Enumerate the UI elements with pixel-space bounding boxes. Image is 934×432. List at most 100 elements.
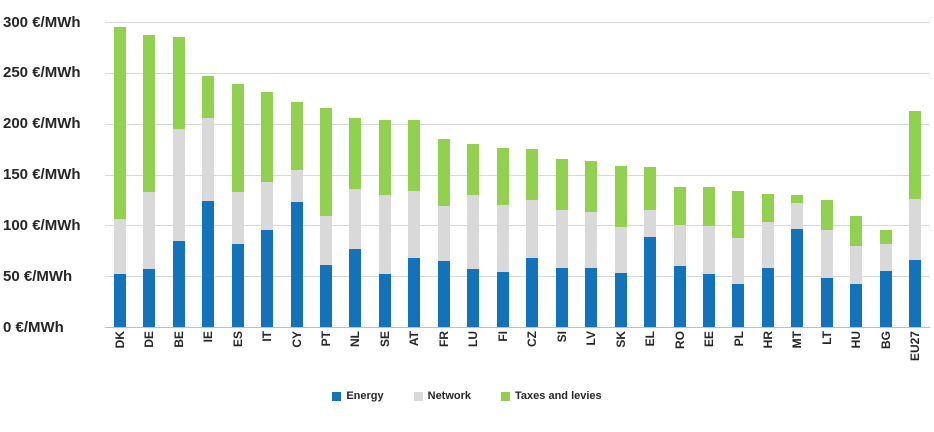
stacked-bar-BE bbox=[172, 37, 185, 327]
x-axis-label-BE: BE bbox=[171, 331, 186, 348]
bar-segment-taxes-and-levies-BG bbox=[879, 229, 892, 244]
gridline-150 bbox=[105, 174, 930, 176]
gridline-300 bbox=[105, 22, 930, 23]
bar-segment-energy-RO bbox=[673, 266, 686, 327]
x-axis-label-EU27: EU27 bbox=[908, 331, 923, 362]
x-axis-label-SE: SE bbox=[377, 331, 392, 348]
legend-item-taxes: Taxes and levies bbox=[501, 390, 602, 402]
bar-segment-energy-DE bbox=[143, 269, 156, 327]
bar-segment-energy-NL bbox=[349, 248, 362, 327]
stacked-bar-RO bbox=[673, 186, 686, 327]
x-axis-label-CZ: CZ bbox=[525, 331, 540, 347]
bar-segment-taxes-and-levies-SK bbox=[614, 166, 627, 228]
bar-segment-taxes-and-levies-LU bbox=[467, 144, 480, 195]
bar-segment-energy-HR bbox=[761, 268, 774, 327]
bar-column-LT bbox=[812, 22, 841, 327]
bar-segment-network-BE bbox=[172, 128, 185, 241]
stacked-bar-LV bbox=[585, 161, 598, 327]
bar-segment-network-PL bbox=[732, 237, 745, 285]
bar-column-FR bbox=[429, 22, 458, 327]
bar-segment-taxes-and-levies-NL bbox=[349, 117, 362, 189]
stacked-bar-HU bbox=[850, 216, 863, 327]
bar-column-EU27 bbox=[901, 22, 930, 327]
bar-segment-taxes-and-levies-CZ bbox=[526, 149, 539, 200]
y-axis-tick-label-0: 0 €/MWh bbox=[3, 318, 64, 336]
bar-segment-energy-HU bbox=[850, 284, 863, 327]
bar-segment-energy-IE bbox=[202, 200, 215, 327]
bar-segment-taxes-and-levies-IT bbox=[261, 92, 274, 182]
gridline-250 bbox=[105, 72, 930, 74]
stacked-bar-IT bbox=[261, 92, 274, 327]
bar-segment-network-FR bbox=[437, 206, 450, 261]
y-axis-tick-label-100: 100 €/MWh bbox=[3, 216, 81, 234]
legend-label-taxes: Taxes and levies bbox=[515, 390, 602, 402]
bar-segment-taxes-and-levies-HU bbox=[850, 216, 863, 246]
legend-label-energy: Energy bbox=[346, 390, 384, 402]
gridline-200 bbox=[105, 123, 930, 125]
x-axis-label-SK: SK bbox=[613, 331, 628, 348]
bar-column-DK bbox=[105, 22, 134, 327]
x-axis-label-CY: CY bbox=[289, 331, 304, 348]
bar-segment-network-CY bbox=[290, 169, 303, 202]
bar-segment-network-DK bbox=[113, 219, 126, 275]
stacked-bar-SE bbox=[378, 119, 391, 327]
stacked-bar-CZ bbox=[526, 149, 539, 327]
bar-column-IE bbox=[193, 22, 222, 327]
stacked-bar-DE bbox=[143, 35, 156, 327]
legend-swatch-energy-icon bbox=[332, 391, 342, 401]
bar-column-NL bbox=[341, 22, 370, 327]
x-axis-label-PL: PL bbox=[731, 331, 746, 347]
bar-column-HR bbox=[753, 22, 782, 327]
bar-column-PL bbox=[724, 22, 753, 327]
bar-segment-energy-CZ bbox=[526, 257, 539, 327]
stacked-bar-MT bbox=[791, 194, 804, 327]
bar-column-ES bbox=[223, 22, 252, 327]
bar-segment-energy-ES bbox=[231, 243, 244, 327]
bar-segment-energy-DK bbox=[113, 274, 126, 327]
bar-segment-energy-IT bbox=[261, 230, 274, 327]
x-axis-label-SI: SI bbox=[554, 331, 569, 343]
bar-column-RO bbox=[665, 22, 694, 327]
bar-segment-taxes-and-levies-PL bbox=[732, 190, 745, 238]
bar-segment-network-LV bbox=[585, 212, 598, 268]
bar-segment-energy-BG bbox=[879, 271, 892, 327]
stacked-bar-SK bbox=[614, 166, 627, 327]
bar-column-LU bbox=[459, 22, 488, 327]
legend-swatch-network-icon bbox=[413, 391, 423, 401]
bar-column-BE bbox=[164, 22, 193, 327]
legend-label-network: Network bbox=[427, 390, 472, 402]
x-axis-label-NL: NL bbox=[348, 331, 363, 347]
legend-item-network: Network bbox=[413, 390, 472, 402]
bar-column-EE bbox=[694, 22, 723, 327]
bar-column-SE bbox=[370, 22, 399, 327]
bar-segment-energy-EL bbox=[644, 236, 657, 327]
gridline-0 bbox=[105, 327, 930, 328]
legend-item-energy: Energy bbox=[332, 390, 384, 402]
bar-segment-energy-AT bbox=[408, 257, 421, 327]
bar-column-MT bbox=[783, 22, 812, 327]
bar-segment-taxes-and-levies-SI bbox=[555, 159, 568, 210]
x-axis-label-LT: LT bbox=[819, 331, 834, 345]
x-axis-label-BG: BG bbox=[878, 331, 893, 349]
stacked-bar-CY bbox=[290, 102, 303, 327]
bar-column-SI bbox=[547, 22, 576, 327]
bar-segment-taxes-and-levies-DK bbox=[113, 27, 126, 220]
x-axis-label-HR: HR bbox=[760, 331, 775, 349]
x-axis-label-LV: LV bbox=[584, 331, 599, 346]
bar-segment-network-DE bbox=[143, 191, 156, 269]
bar-segment-energy-SE bbox=[378, 274, 391, 327]
bar-segment-network-EE bbox=[703, 226, 715, 275]
x-axis-label-DE: DE bbox=[142, 331, 157, 348]
stacked-bar-AT bbox=[408, 119, 421, 327]
bar-segment-network-HU bbox=[850, 245, 863, 285]
stacked-bar-DK bbox=[113, 27, 126, 327]
bar-segment-network-SE bbox=[378, 194, 391, 275]
bar-segment-energy-EU27 bbox=[909, 259, 922, 327]
bar-segment-taxes-and-levies-SE bbox=[378, 119, 391, 195]
stacked-bar-LT bbox=[820, 199, 833, 327]
bar-segment-network-SK bbox=[614, 227, 627, 274]
y-axis-tick-label-300: 300 €/MWh bbox=[3, 13, 81, 31]
bar-segment-energy-FI bbox=[496, 272, 509, 327]
stacked-bar-IE bbox=[202, 75, 215, 327]
stacked-bar-EE bbox=[703, 186, 715, 327]
